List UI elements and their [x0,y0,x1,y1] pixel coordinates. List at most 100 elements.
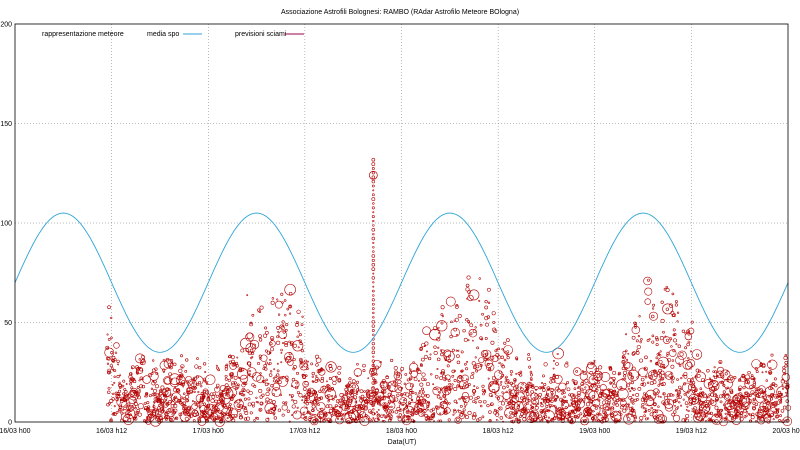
meteor-point [643,392,646,395]
meteor-point [380,389,385,394]
meteor-point [630,387,634,390]
meteor-point [494,392,497,395]
meteor-point [394,385,403,394]
meteor-point [660,300,664,304]
meteor-point [265,400,269,404]
meteor-point [283,352,294,362]
meteor-point [501,401,506,406]
meteor-point [393,365,398,371]
meteor-point [139,367,143,372]
meteor-point [747,401,751,405]
meteor-point [668,303,674,308]
meteor-point [712,370,715,373]
meteor-point [370,375,373,378]
meteor-point [362,363,366,368]
meteor-point [708,402,711,406]
meteor-point [597,414,604,421]
meteor-point [522,391,525,394]
meteor-point [484,300,488,304]
meteor-point [371,341,375,346]
meteor-point [698,399,702,403]
meteor-point [219,419,223,424]
meteor-point [568,411,572,416]
meteor-point [455,349,458,352]
meteor-point [460,350,464,354]
meteor-point [554,411,558,414]
meteor-point [478,417,482,421]
meteor-point [371,398,376,403]
meteor-point [255,396,258,399]
meteor-point [626,417,631,421]
meteor-point [343,412,346,416]
meteor-point [135,353,145,364]
meteor-point [421,404,424,407]
meteor-point [767,407,769,410]
meteor-point [345,404,348,407]
meteor-point [192,376,197,381]
meteor-point [294,385,299,390]
meteor-point [547,398,551,402]
meteor-point [194,403,198,407]
meteor-point [170,403,175,408]
meteor-point [631,325,641,335]
x-tick-label: 20/03 h00 [772,428,800,435]
meteor-point [274,375,278,379]
meteor-point [785,399,790,403]
meteor-point [363,390,366,393]
meteor-point [720,408,724,412]
meteor-point [734,397,738,401]
meteor-point [415,405,418,408]
meteor-point [603,393,607,398]
meteor-point [575,402,578,406]
meteor-point [263,363,267,368]
meteor-point [608,367,613,371]
meteor-point [515,392,519,396]
meteor-point [604,417,609,422]
meteor-point [226,406,229,410]
meteor-point [495,412,500,417]
meteor-point [395,374,400,379]
meteor-point [689,397,693,401]
meteor-point [699,387,703,390]
meteor-point [474,356,477,359]
meteor-point [408,394,413,399]
meteor-point [456,375,464,382]
meteor-point [695,371,706,383]
meteor-point [439,397,443,401]
meteor-point [264,349,268,353]
meteor-point [750,374,754,377]
meteor-point [456,360,461,365]
meteor-point [514,379,517,382]
meteor-point [587,400,591,403]
meteor-point [651,340,655,344]
meteor-point [163,359,174,369]
meteor-point [773,377,777,381]
meteor-point [356,406,365,415]
meteor-point [148,394,152,398]
meteor-point [474,363,482,371]
meteor-point [361,398,364,401]
meteor-point [479,404,483,408]
meteor-point [400,367,405,371]
meteor-point [351,379,356,384]
meteor-point [498,361,501,364]
meteor-point [372,232,375,236]
meteor-point [186,411,189,414]
meteor-point [515,358,519,361]
meteor-point [448,402,451,405]
meteor-point [515,372,518,375]
meteor-point [215,394,219,398]
meteor-point [474,401,477,404]
meteor-point [457,349,460,352]
meteor-point [483,390,487,394]
meteor-point [375,373,378,376]
legend: rappresentazione meteore media spo previ… [42,31,304,38]
meteor-point [773,401,777,404]
meteor-point [376,413,381,418]
meteor-point [268,389,271,391]
meteor-point [632,402,635,405]
meteor-point [247,402,252,407]
meteor-point [287,359,294,366]
meteor-point [372,241,375,244]
meteor-point [161,418,164,420]
